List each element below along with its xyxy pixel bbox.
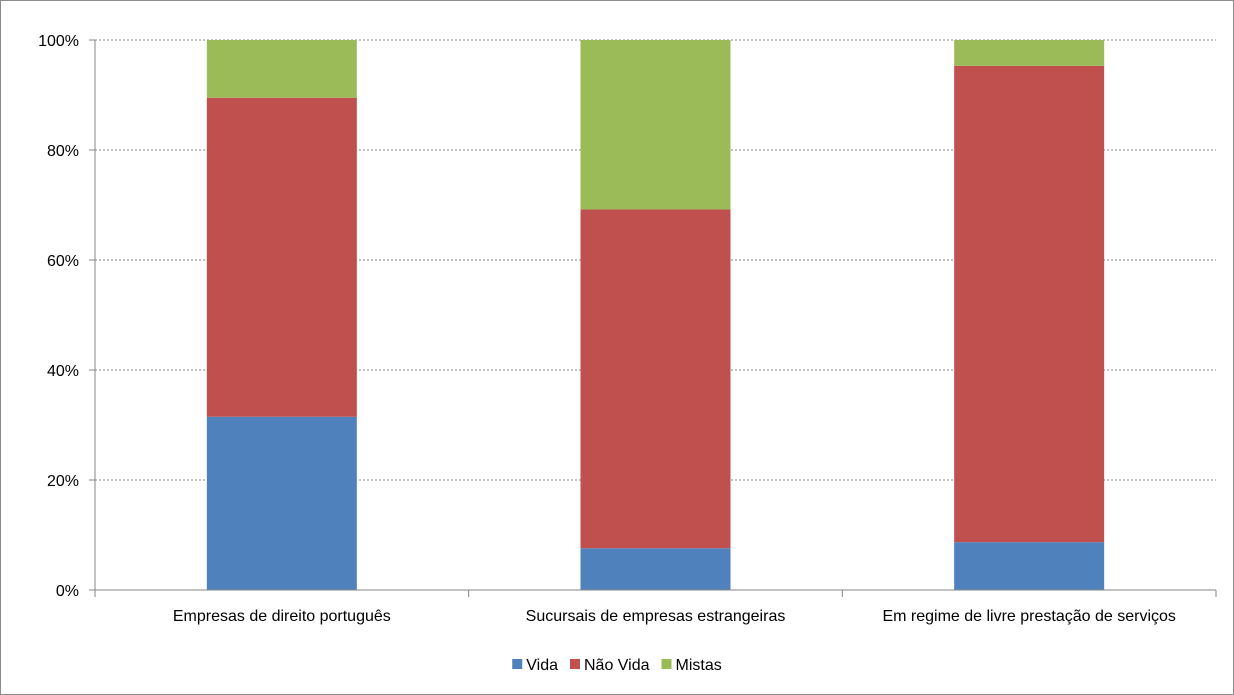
bars — [206, 40, 1105, 590]
legend: Vida Não Vida Mistas — [512, 657, 722, 674]
legend-swatch — [569, 659, 580, 669]
legend-label: Não Vida — [584, 657, 650, 674]
bar-segment-mistas — [954, 40, 1105, 66]
bar-segment-vida — [206, 416, 357, 590]
bar-segment-n-o-vida — [580, 209, 731, 549]
legend-swatch — [661, 659, 672, 669]
bar-segment-n-o-vida — [954, 65, 1105, 543]
bar-segment-mistas — [580, 40, 731, 210]
x-tick-label: Sucursais de empresas estrangeiras — [526, 608, 786, 625]
y-tick-label: 0% — [56, 583, 79, 600]
bar-segment-mistas — [206, 40, 357, 98]
x-tick-labels: Empresas de direito português Sucursais d… — [173, 608, 1176, 625]
bar-segment-vida — [954, 542, 1105, 590]
y-tick-label: 40% — [47, 363, 79, 380]
y-tick-label: 80% — [47, 143, 79, 160]
y-tick-label: 100% — [38, 33, 79, 50]
y-tick-labels: 0% 20% 40% 60% 80% 100% — [38, 33, 79, 600]
y-tick-label: 60% — [47, 253, 79, 270]
bar-segment-n-o-vida — [206, 97, 357, 417]
axes — [89, 39, 1217, 597]
x-tick-label: Em regime de livre prestação de serviços — [882, 608, 1175, 625]
x-tick-label: Empresas de direito português — [173, 608, 391, 625]
legend-label: Vida — [526, 657, 558, 674]
legend-swatch — [512, 659, 523, 669]
bar-segment-vida — [580, 548, 731, 590]
legend-label: Mistas — [676, 657, 722, 674]
y-tick-label: 20% — [47, 473, 79, 490]
